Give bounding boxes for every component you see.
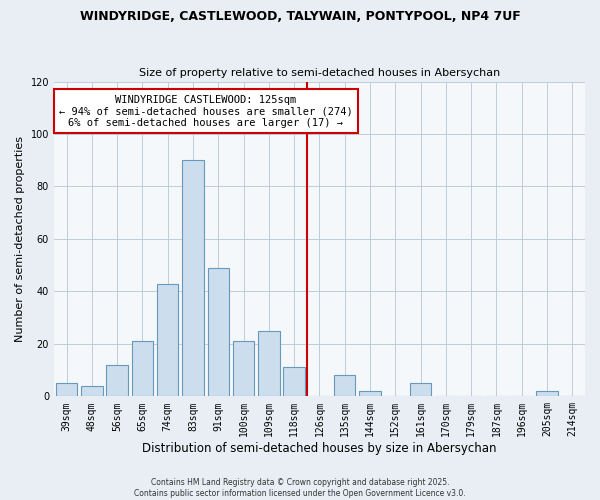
Text: WINDYRIDGE CASTLEWOOD: 125sqm
← 94% of semi-detached houses are smaller (274)
6%: WINDYRIDGE CASTLEWOOD: 125sqm ← 94% of s… — [59, 94, 353, 128]
Bar — [157, 284, 178, 397]
Bar — [283, 368, 305, 396]
Bar — [182, 160, 204, 396]
Bar — [359, 391, 381, 396]
Bar — [81, 386, 103, 396]
Text: Contains HM Land Registry data © Crown copyright and database right 2025.
Contai: Contains HM Land Registry data © Crown c… — [134, 478, 466, 498]
Bar — [536, 391, 558, 396]
X-axis label: Distribution of semi-detached houses by size in Abersychan: Distribution of semi-detached houses by … — [142, 442, 497, 455]
Bar — [131, 341, 153, 396]
Y-axis label: Number of semi-detached properties: Number of semi-detached properties — [15, 136, 25, 342]
Bar — [56, 383, 77, 396]
Bar — [233, 341, 254, 396]
Bar — [334, 376, 355, 396]
Bar — [106, 365, 128, 396]
Bar — [258, 331, 280, 396]
Bar — [208, 268, 229, 396]
Title: Size of property relative to semi-detached houses in Abersychan: Size of property relative to semi-detach… — [139, 68, 500, 78]
Text: WINDYRIDGE, CASTLEWOOD, TALYWAIN, PONTYPOOL, NP4 7UF: WINDYRIDGE, CASTLEWOOD, TALYWAIN, PONTYP… — [80, 10, 520, 23]
Bar — [410, 383, 431, 396]
